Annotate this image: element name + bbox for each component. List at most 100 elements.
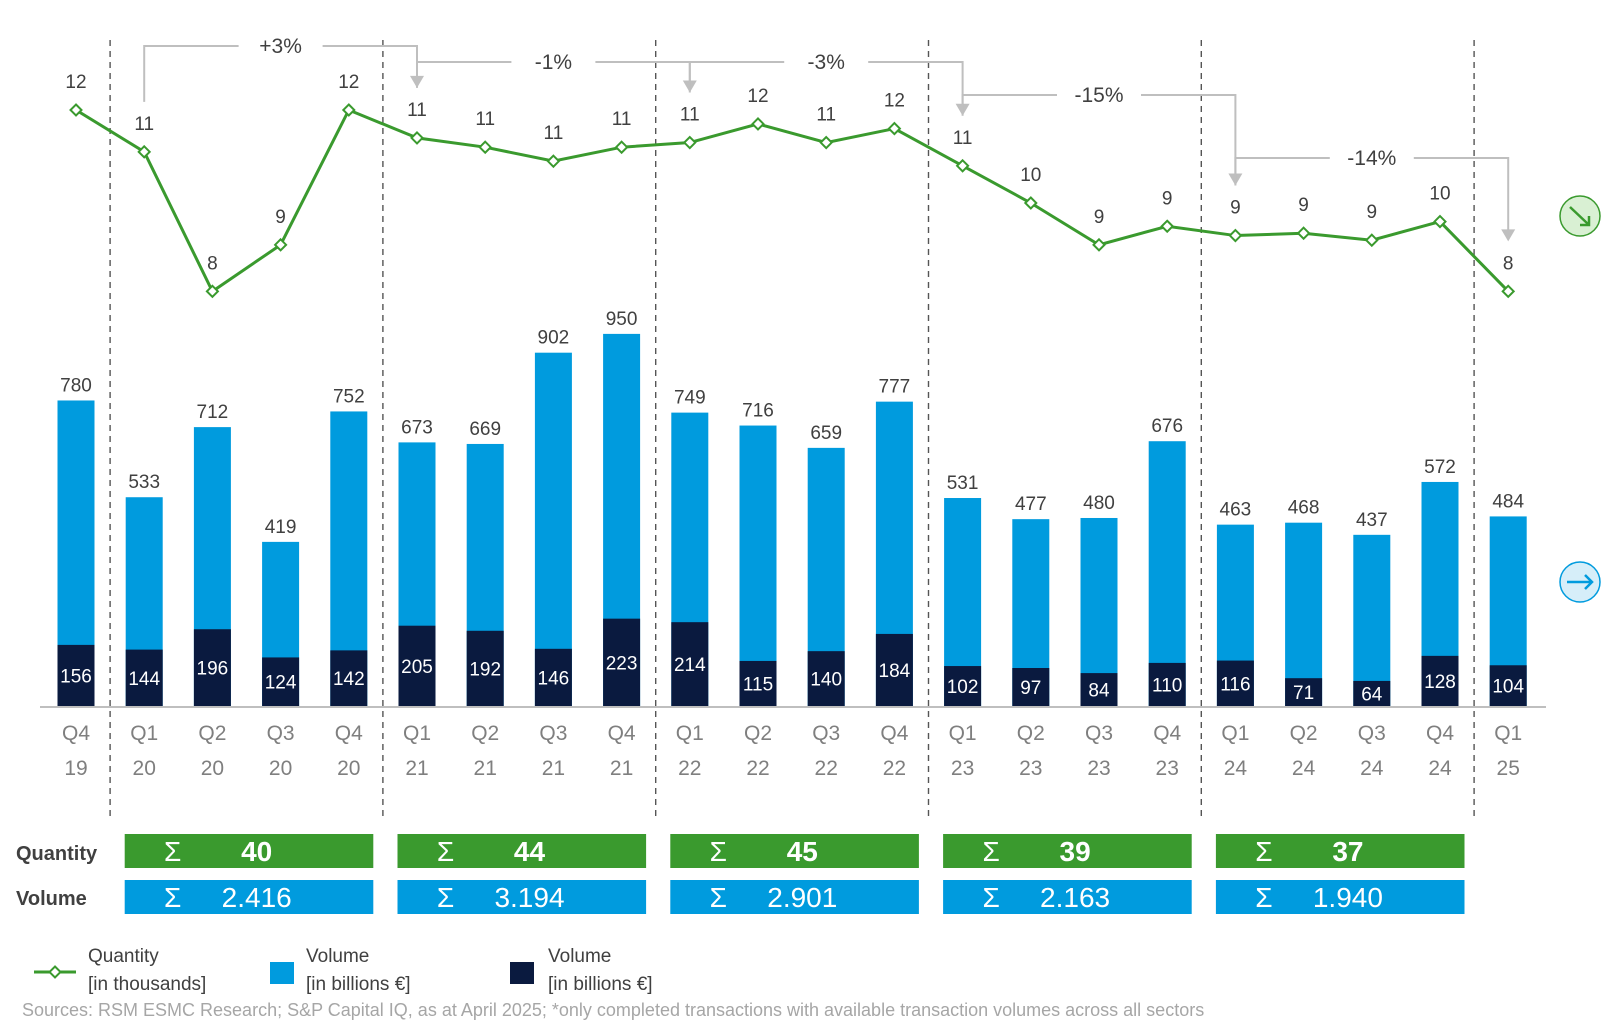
quantity-label: 8 xyxy=(1503,253,1514,274)
volume-label: 777 xyxy=(879,377,911,398)
volume-dark-label: 116 xyxy=(1220,674,1250,695)
quantity-label: 9 xyxy=(1094,207,1105,228)
arrow-head-icon xyxy=(1501,229,1516,242)
quantity-label: 11 xyxy=(544,123,564,144)
x-tick-quarter: Q4 xyxy=(880,722,908,745)
volume-bars: 780 156 533 144 712 196 419 124 752 142 673 205 669 1… xyxy=(57,309,1527,706)
quantity-point xyxy=(1364,233,1379,248)
x-tick-quarter: Q3 xyxy=(1358,722,1386,745)
quantity-label: 11 xyxy=(816,105,836,126)
quantity-total-box xyxy=(397,834,647,868)
x-tick-quarter: Q3 xyxy=(539,722,567,745)
volume-label: 752 xyxy=(333,386,365,407)
change-arrow: -1% xyxy=(416,51,697,93)
quantity-point xyxy=(955,158,970,173)
volume-total: 2.416 xyxy=(222,882,292,913)
volume-total: 1.940 xyxy=(1313,882,1383,913)
x-tick-year: 22 xyxy=(746,757,769,780)
sigma-icon: Σ xyxy=(982,882,999,913)
x-tick-quarter: Q3 xyxy=(812,722,840,745)
quantity-point xyxy=(410,130,424,145)
x-tick-quarter: Q1 xyxy=(949,722,977,745)
volume-label: 572 xyxy=(1424,457,1456,478)
x-tick-year: 22 xyxy=(883,757,906,780)
change-label: -3% xyxy=(808,51,845,74)
sigma-icon: Σ xyxy=(710,882,727,913)
x-tick-year: 20 xyxy=(337,757,360,780)
volume-dark-label: 142 xyxy=(333,669,365,690)
volume-dark-label: 71 xyxy=(1293,683,1314,704)
volume-label: 480 xyxy=(1083,493,1115,514)
quantity-point xyxy=(887,121,902,136)
volume-label: 673 xyxy=(401,417,433,438)
x-tick-quarter: Q4 xyxy=(335,722,363,745)
volume-dark-bar xyxy=(739,660,777,706)
volume-dark-bar xyxy=(944,666,982,706)
quantity-label: 10 xyxy=(1429,184,1450,205)
quantity-point xyxy=(137,144,152,159)
volume-dark-label: 184 xyxy=(879,661,911,682)
quantity-point xyxy=(478,140,493,155)
quantity-label: 12 xyxy=(884,91,905,112)
change-arrow: +3% xyxy=(143,35,424,102)
quantity-point xyxy=(682,135,697,150)
quantity-point xyxy=(1092,237,1106,252)
x-tick-year: 22 xyxy=(815,757,838,780)
volume-dark-bar xyxy=(671,622,709,706)
volume-dark-bar xyxy=(807,651,845,706)
volume-label: 484 xyxy=(1492,491,1524,512)
x-tick-quarter: Q3 xyxy=(267,722,295,745)
quantity-label: 11 xyxy=(680,105,700,126)
sigma-icon: Σ xyxy=(982,836,999,867)
quantity-label: 9 xyxy=(275,207,286,228)
quantity-point xyxy=(1433,214,1447,229)
volume-total: 3.194 xyxy=(494,882,564,913)
volume-label: 676 xyxy=(1151,416,1183,437)
volume-total: 2.901 xyxy=(767,882,837,913)
volume-bar xyxy=(1285,522,1323,706)
volume-dark-label: 104 xyxy=(1492,677,1524,698)
x-axis: Q4 19 Q1 20 Q2 20 Q3 20 Q4 20 Q1 21 Q2 21 Q3 21 Q4 21 Q1 22… xyxy=(40,706,1546,780)
quantity-label: 11 xyxy=(407,100,427,121)
quantity-label: 11 xyxy=(134,114,154,135)
source-note: Sources: RSM ESMC Research; S&P Capital … xyxy=(22,1000,1204,1020)
volume-dark-label: 124 xyxy=(265,673,297,694)
quantity-point xyxy=(341,103,356,117)
volume-dark-bar xyxy=(1285,678,1323,706)
volume-dark-bar xyxy=(603,618,641,706)
quantity-total-box xyxy=(943,834,1192,868)
volume-total-box xyxy=(397,880,647,914)
legend-label: Volume xyxy=(548,946,611,967)
x-tick-quarter: Q2 xyxy=(744,722,772,745)
volume-label: 950 xyxy=(606,309,638,330)
volume-label: 669 xyxy=(469,419,501,440)
volume-label: 463 xyxy=(1220,500,1252,521)
quantity-total-box xyxy=(1215,834,1465,868)
x-tick-quarter: Q1 xyxy=(1494,722,1522,745)
volume-dark-label: 64 xyxy=(1361,684,1383,705)
volume-bar xyxy=(1353,534,1391,706)
volume-dark-bar xyxy=(1421,655,1459,706)
change-arrow: -15% xyxy=(961,84,1243,186)
x-tick-quarter: Q2 xyxy=(471,722,499,745)
volume-dark-bar xyxy=(262,657,300,706)
volume-label: 716 xyxy=(742,401,774,422)
legend-volume: Volume [in billions €] xyxy=(270,946,411,995)
quantity-label: 12 xyxy=(747,86,768,107)
volume-label: 468 xyxy=(1288,498,1320,519)
volume-label: 477 xyxy=(1015,494,1047,515)
volume-dark-label: 214 xyxy=(674,655,706,676)
sigma-icon: Σ xyxy=(164,836,181,867)
quantity-label: 11 xyxy=(475,109,495,130)
volume-dark-bar xyxy=(1353,680,1391,706)
x-tick-quarter: Q1 xyxy=(1221,722,1249,745)
volume-dark-label: 146 xyxy=(538,668,570,689)
volume-dark-label: 196 xyxy=(197,659,229,680)
volume-dark-bar xyxy=(398,625,436,706)
change-label: -15% xyxy=(1074,84,1123,107)
change-arrow: -14% xyxy=(1234,147,1516,242)
volume-dark-label: 156 xyxy=(60,666,92,687)
quantity-point xyxy=(751,117,765,131)
x-tick-year: 23 xyxy=(1087,757,1110,780)
x-tick-year: 21 xyxy=(542,757,565,780)
